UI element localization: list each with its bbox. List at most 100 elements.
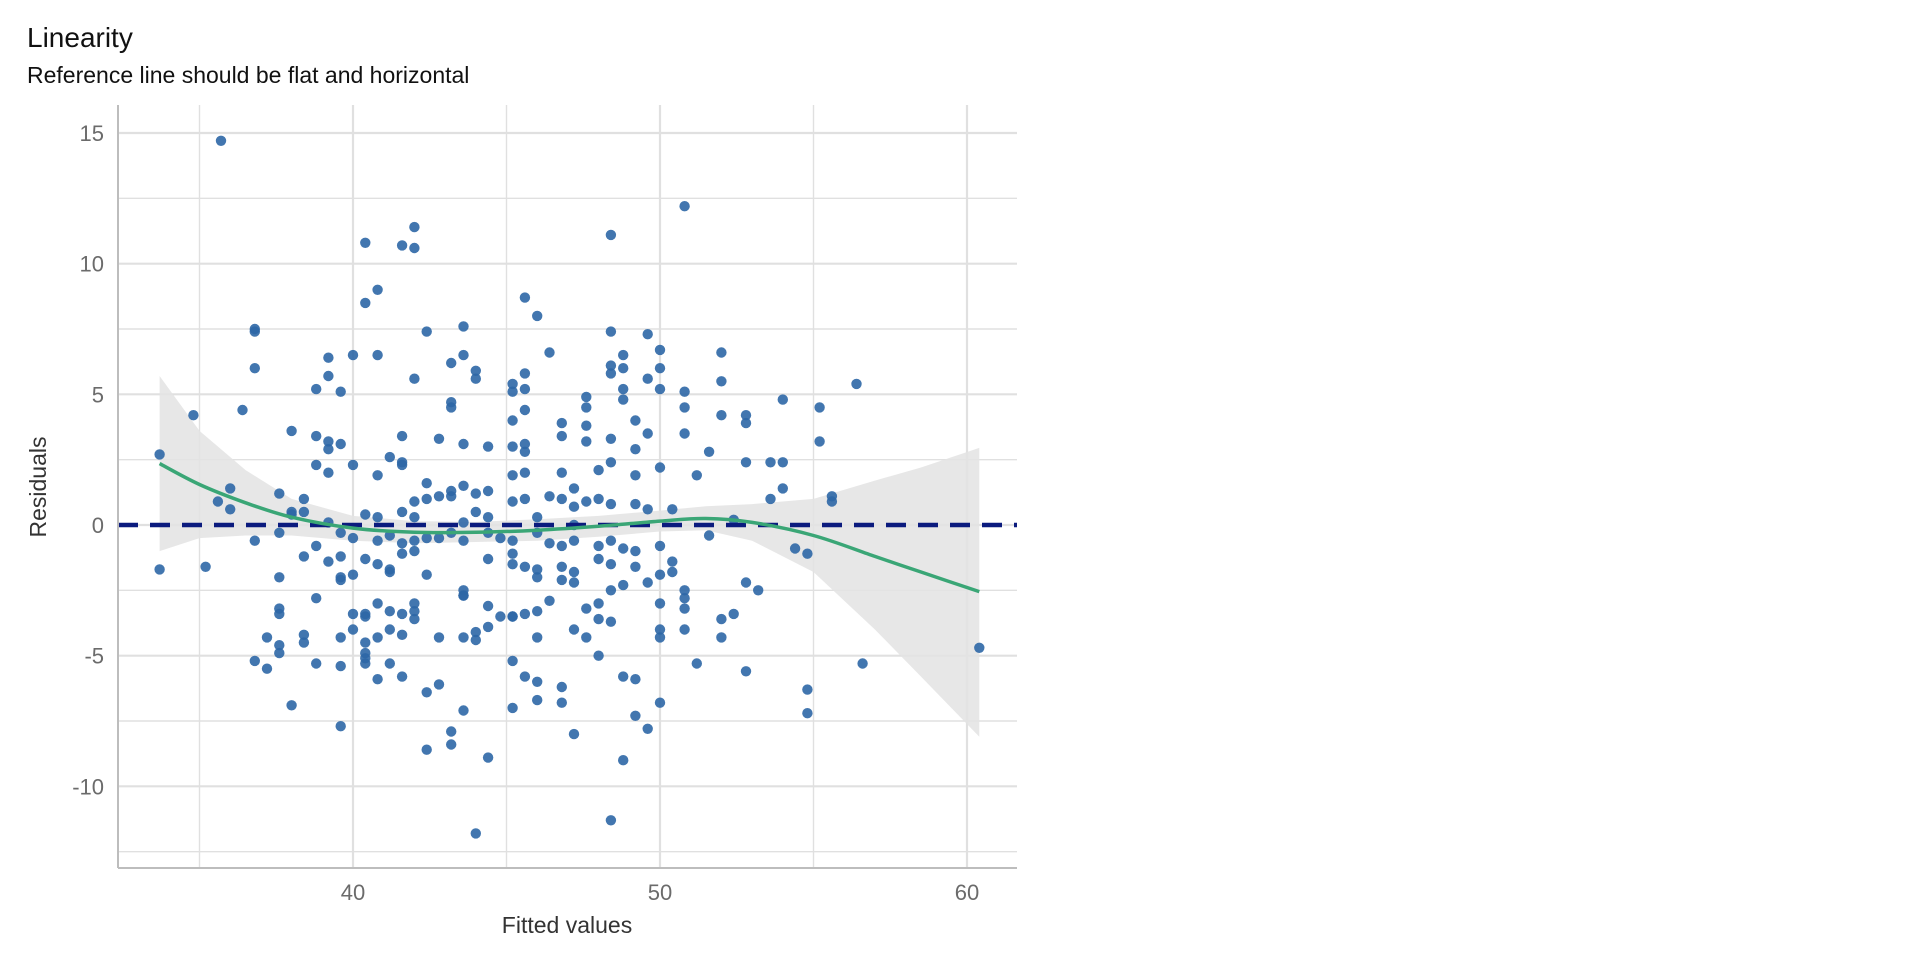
residual-point [507,378,518,390]
residual-point [335,574,346,586]
residual-point [482,752,494,763]
residual-point [249,326,260,337]
residual-point [556,417,567,429]
residual-point [261,663,273,674]
residual-point [409,535,420,546]
residual-point [654,540,666,552]
residual-point [446,739,457,750]
residual-point [249,655,260,667]
residual-point [470,373,481,384]
residual-point [298,637,310,648]
residual-point [630,498,641,510]
residual-point [311,593,322,604]
residual-point [581,632,592,643]
residual-point [323,444,334,455]
residual-point [323,370,334,382]
residual-point [667,504,678,515]
residual-point [470,365,481,376]
residual-point [372,559,383,570]
residual-point [679,603,690,614]
residual-point [225,504,236,515]
residual-point [274,608,285,620]
smooth-line [158,462,980,594]
residual-point [716,410,727,421]
residual-point [409,242,420,254]
residual-point [532,572,543,583]
residual-point [605,433,617,444]
residual-point [679,402,690,413]
residual-point [360,509,371,520]
residual-point [667,556,678,567]
residual-point [593,464,604,476]
residual-point [642,428,653,439]
residual-point [519,671,531,682]
residual-point [556,430,567,442]
residual-point [605,498,617,510]
residual-point [507,386,518,397]
residual-point [311,430,322,442]
residual-point [532,694,543,706]
residual-point [433,433,445,444]
residual-point [421,532,432,544]
residual-point [384,624,395,635]
residual-point [347,349,359,361]
residual-point [544,595,555,606]
residual-point [740,666,752,677]
y-tick-label: 15 [80,121,104,146]
residual-point [519,446,531,457]
residual-point [618,543,629,554]
residual-point [507,548,518,559]
residual-point [618,349,629,361]
residual-point [360,297,371,309]
residual-point [458,321,469,332]
residual-point [446,491,457,502]
residual-point [298,551,310,562]
residual-point [396,671,408,682]
residual-point [605,229,617,241]
residual-point [851,378,862,390]
residual-point [593,540,604,552]
residual-point [556,681,567,693]
residual-point [568,566,580,578]
residual-point [691,658,702,669]
residual-point [335,551,346,562]
residual-point [532,632,543,643]
residual-point [630,470,641,481]
residual-point [396,629,408,640]
residual-point [323,352,334,363]
residual-point [286,700,297,711]
residual-point [740,457,752,468]
residual-point [261,632,273,643]
residual-point [703,530,715,541]
residual-point [519,438,531,450]
residual-point [311,459,322,471]
residual-point [458,438,469,450]
axis-layer [117,105,1017,869]
residual-point [482,553,494,565]
residual-point [433,491,445,502]
residual-point [372,632,383,643]
residual-point [335,386,346,397]
residual-point [188,410,199,421]
residual-point [446,726,457,737]
residual-point [605,457,617,468]
residual-point [249,363,260,374]
residual-point [605,815,617,826]
residual-point [654,697,666,708]
residual-point [323,467,334,478]
residual-point [274,647,285,659]
residual-point [384,566,395,578]
residual-point [654,462,666,473]
residual-point [593,613,604,625]
residual-point [679,428,690,439]
residual-point [286,425,297,437]
residual-point [335,632,346,643]
residual-point [458,517,469,528]
residual-point [384,451,395,463]
y-tick-label: -10 [72,774,104,799]
residual-point [154,449,165,460]
x-tick-label: 40 [341,880,365,905]
y-axis-title: Residuals [25,437,51,538]
residual-point [618,671,629,682]
residual-point [446,357,457,369]
